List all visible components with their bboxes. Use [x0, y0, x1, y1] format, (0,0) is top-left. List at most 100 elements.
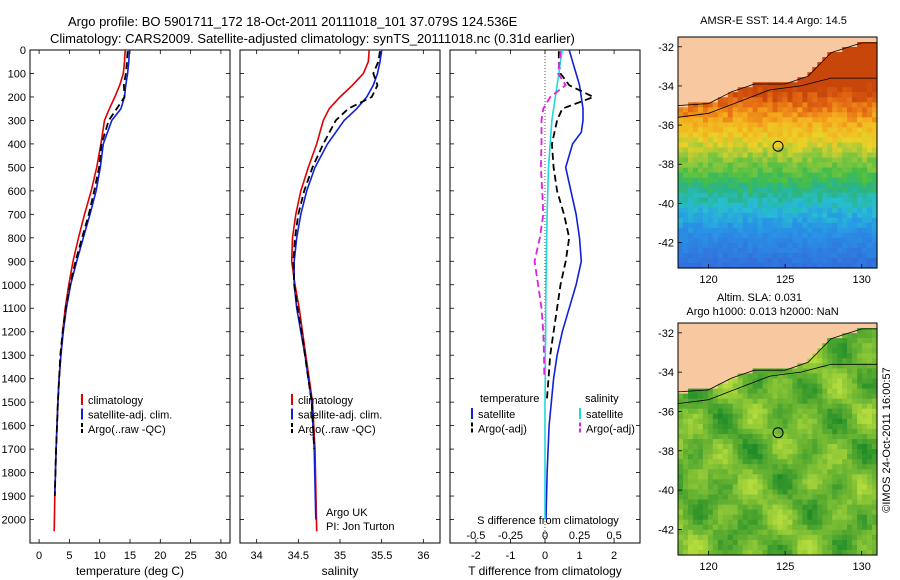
- map-cell: [792, 127, 798, 133]
- y-tick-label: 0: [20, 45, 26, 57]
- map-cell: [697, 142, 704, 149]
- map-cell: [722, 202, 729, 209]
- map-cell: [707, 534, 714, 541]
- map-cell: [832, 82, 838, 88]
- map-cell: [847, 373, 853, 379]
- map-cell: [752, 147, 759, 154]
- map-cell: [702, 439, 709, 445]
- map-cell: [688, 172, 694, 179]
- map-cell: [737, 398, 744, 405]
- map-cell: [747, 117, 754, 123]
- map-cell: [787, 117, 794, 123]
- map-cell: [857, 398, 863, 405]
- map-cell: [777, 509, 784, 516]
- map-cell: [817, 519, 823, 526]
- map-cell: [832, 232, 838, 239]
- map-cell: [702, 524, 709, 531]
- map-cell: [742, 544, 749, 551]
- map-cell: [772, 252, 779, 259]
- map-cell: [722, 147, 729, 154]
- map-cell: [867, 368, 873, 374]
- map-cell: [702, 227, 709, 234]
- map-cell: [717, 529, 724, 536]
- map-cell: [827, 52, 833, 58]
- map-cell: [712, 117, 719, 123]
- map-cell: [712, 167, 719, 174]
- y-tick-label: 100: [8, 68, 26, 80]
- map-cell: [847, 227, 853, 234]
- map-cell: [832, 117, 838, 123]
- map-cell: [812, 504, 818, 511]
- credit-line2: PI: Jon Turton: [326, 521, 394, 533]
- map-cell: [727, 137, 734, 143]
- map-cell: [807, 82, 813, 88]
- map-cell: [752, 524, 759, 531]
- map-cell: [722, 544, 729, 551]
- map-cell: [742, 92, 749, 98]
- map-cell: [852, 187, 858, 194]
- map-cell: [697, 423, 704, 430]
- map-cell: [777, 187, 784, 194]
- map-cell: [777, 157, 784, 164]
- map-cell: [678, 504, 684, 511]
- map-cell: [847, 187, 853, 194]
- map-cell: [737, 87, 744, 93]
- map-cell: [767, 524, 774, 531]
- map-cell: [837, 544, 843, 551]
- map-cell: [792, 408, 798, 415]
- map-cell: [732, 504, 739, 511]
- map-cell: [688, 122, 694, 128]
- credit-line1: Argo UK: [326, 507, 368, 519]
- map-cell: [692, 403, 699, 410]
- map-cell: [807, 489, 813, 495]
- map-cell: [702, 489, 709, 495]
- map-cell: [678, 398, 684, 405]
- map-cell: [727, 504, 734, 511]
- map-cell: [697, 222, 704, 229]
- isobath-line: [677, 77, 877, 118]
- map-cell: [692, 212, 699, 219]
- map-cell: [872, 449, 878, 455]
- map-cell: [707, 408, 714, 415]
- map-cell: [737, 222, 744, 229]
- map-cell: [797, 524, 803, 531]
- map-cell: [867, 77, 873, 83]
- map-cell: [822, 202, 828, 209]
- map-cell: [857, 47, 863, 53]
- map-cell: [817, 202, 823, 209]
- map-cell: [732, 388, 739, 395]
- map-cell: [678, 418, 684, 425]
- map-cell: [822, 217, 828, 224]
- map-cell: [692, 132, 699, 138]
- map-cell: [683, 499, 689, 506]
- map-cell: [717, 162, 724, 169]
- map-cell: [688, 102, 694, 108]
- map-cell: [822, 388, 828, 395]
- map-cell: [867, 338, 873, 344]
- map-cell: [767, 112, 774, 118]
- map-cell: [727, 97, 734, 103]
- map-cell: [777, 459, 784, 465]
- map-cell: [852, 167, 858, 174]
- map-cell: [862, 167, 868, 174]
- map-cell: [787, 534, 794, 541]
- map-cell: [678, 550, 684, 556]
- map-cell: [722, 152, 729, 159]
- map-cell: [847, 237, 853, 244]
- map-cell: [852, 459, 858, 465]
- map-cell: [812, 383, 818, 390]
- map-cell: [782, 489, 789, 495]
- map-cell: [832, 408, 838, 415]
- map-cell: [822, 474, 828, 480]
- map-cell: [697, 247, 704, 254]
- map-cell: [797, 182, 803, 189]
- map-cell: [862, 428, 868, 435]
- map-cell: [732, 152, 739, 159]
- map-cell: [767, 509, 774, 516]
- map-cell: [797, 127, 803, 133]
- map-cell: [812, 373, 818, 379]
- map-cell: [812, 524, 818, 531]
- map-cell: [762, 403, 769, 410]
- map-cell: [752, 112, 759, 118]
